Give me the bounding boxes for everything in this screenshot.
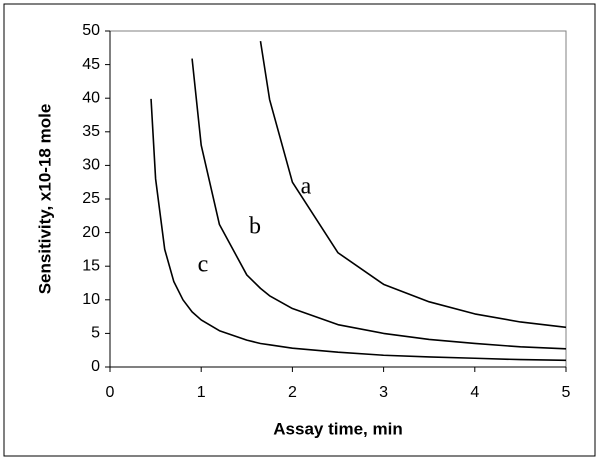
y-tick-label: 40 bbox=[82, 89, 100, 106]
x-tick-label: 0 bbox=[106, 384, 115, 401]
x-tick-label: 3 bbox=[379, 384, 388, 401]
y-axis-title: Sensitivity, x10-18 mole bbox=[35, 104, 54, 295]
y-tick-label: 10 bbox=[82, 291, 100, 308]
y-tick-label: 50 bbox=[82, 22, 100, 39]
y-tick-label: 5 bbox=[91, 325, 100, 342]
curve-label: c bbox=[198, 252, 209, 278]
data-line bbox=[259, 40, 567, 329]
data-line bbox=[191, 58, 567, 350]
x-axis-title: Assay time, min bbox=[273, 419, 402, 438]
x-tick-label: 5 bbox=[562, 384, 571, 401]
y-tick-label: 15 bbox=[82, 257, 100, 274]
y-tick-label: 35 bbox=[82, 123, 100, 140]
x-tick-label: 2 bbox=[288, 384, 297, 401]
curve-label: a bbox=[301, 174, 312, 200]
y-tick-label: 25 bbox=[82, 190, 100, 207]
y-tick-label: 0 bbox=[91, 358, 100, 375]
x-tick-label: 1 bbox=[197, 384, 206, 401]
curve-label: b bbox=[249, 214, 261, 240]
plot-area bbox=[109, 30, 567, 368]
y-tick-label: 45 bbox=[82, 56, 100, 73]
y-tick-label: 30 bbox=[82, 157, 100, 174]
data-line bbox=[150, 98, 567, 362]
y-tick-label: 20 bbox=[82, 224, 100, 241]
x-tick-label: 4 bbox=[470, 384, 479, 401]
